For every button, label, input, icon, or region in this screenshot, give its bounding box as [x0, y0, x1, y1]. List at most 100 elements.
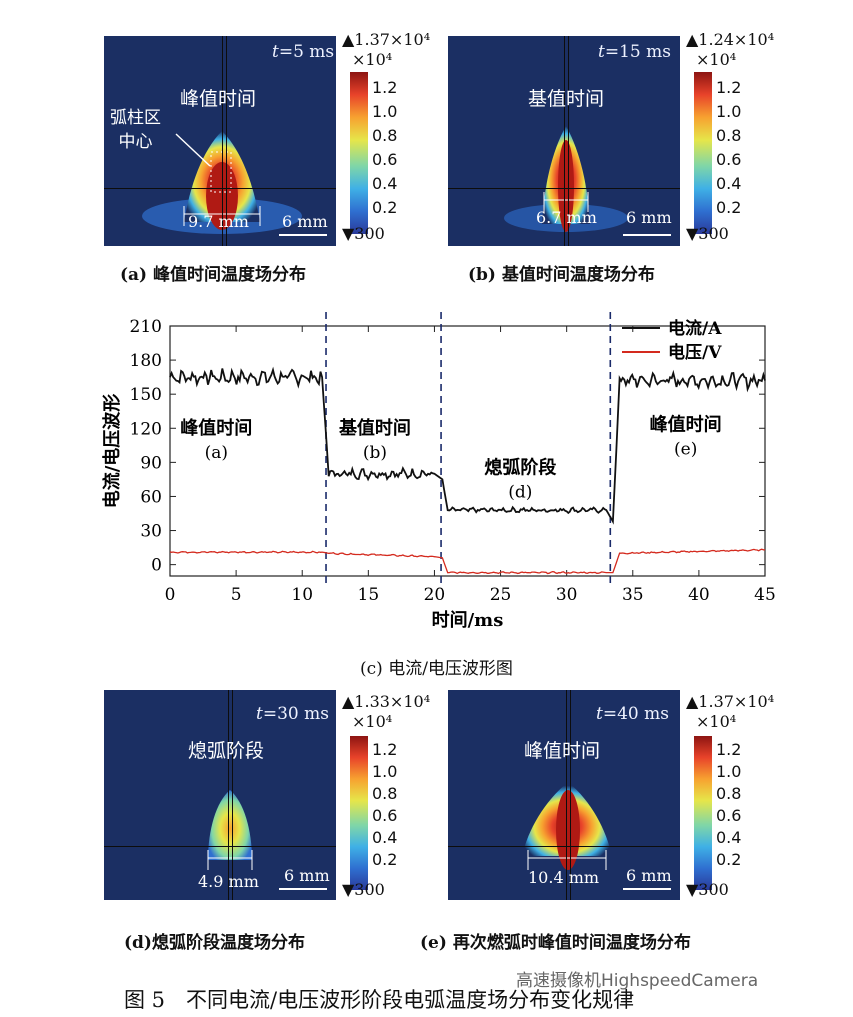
- colorbar-exponent: ×10⁴: [696, 50, 737, 69]
- phase-annotation-letter: (a): [205, 443, 228, 463]
- y-tick-label: 180: [130, 351, 162, 371]
- phase-annotation-letter: (e): [674, 440, 697, 460]
- arc-plume-d: [207, 790, 253, 870]
- scale-bar-label: 6 mm: [626, 208, 672, 227]
- scale-bar-label: 6 mm: [282, 212, 328, 231]
- colorbar-tick: 0.2: [372, 850, 398, 869]
- time-label: t=15 ms: [598, 42, 671, 62]
- y-tick-label: 0: [151, 556, 162, 576]
- phase-label: 峰值时间: [524, 740, 601, 762]
- legend-label: 电压/V: [668, 342, 722, 363]
- colorbar-tick: 0.6: [716, 150, 742, 169]
- colorbar-tick: 0.4: [372, 174, 398, 193]
- colorbar: [350, 72, 368, 234]
- time-label: t=40 ms: [596, 704, 669, 724]
- phase-annotation: 峰值时间: [650, 414, 722, 436]
- x-tick-label: 35: [622, 585, 644, 605]
- colorbar-exponent: ×10⁴: [352, 50, 393, 69]
- figure-caption: 图 5 不同电流/电压波形阶段电弧温度场分布变化规律: [124, 988, 635, 1012]
- colorbar-tick: 1.2: [372, 740, 398, 759]
- phase-annotation-letter: (b): [363, 443, 387, 463]
- caption-b: (b) 基值时间温度场分布: [468, 265, 655, 285]
- colorbar-tick: 0.4: [372, 828, 398, 847]
- y-tick-label: 150: [130, 385, 162, 405]
- y-tick-label: 210: [130, 317, 162, 337]
- plot-frame: [169, 325, 766, 577]
- x-tick-label: 5: [231, 585, 242, 605]
- colorbar-tick: 0.2: [716, 198, 742, 217]
- colorbar-min: ▼300: [686, 224, 729, 243]
- colorbar-tick: 0.4: [716, 174, 742, 193]
- colorbar-tick: 0.6: [372, 150, 398, 169]
- x-tick-label: 10: [291, 585, 313, 605]
- colorbar-min: ▼300: [342, 224, 385, 243]
- colorbar-tick: 1.2: [372, 78, 398, 97]
- caption-a: (a) 峰值时间温度场分布: [120, 265, 307, 285]
- phase-annotation: 峰值时间: [180, 417, 252, 439]
- width-dimension: 9.7 mm: [188, 212, 249, 231]
- colorbar-max: ▲1.24×10⁴: [686, 30, 775, 49]
- x-tick-label: 40: [688, 585, 710, 605]
- caption-e: (e) 再次燃弧时峰值时间温度场分布: [420, 933, 691, 953]
- phase-annotation-letter: (d): [508, 483, 532, 503]
- x-tick-label: 45: [754, 585, 776, 605]
- colorbar: [694, 736, 712, 890]
- colorbar-exponent: ×10⁴: [696, 712, 737, 731]
- width-dimension: 6.7 mm: [536, 208, 597, 227]
- colorbar-tick: 0.6: [372, 806, 398, 825]
- y-tick-label: 30: [140, 522, 162, 542]
- colorbar-tick: 1.0: [372, 102, 398, 121]
- colorbar-tick: 1.2: [716, 740, 742, 759]
- width-dimension: 4.9 mm: [198, 872, 259, 891]
- colorbar-tick: 0.8: [372, 126, 398, 145]
- phase-label: 峰值时间: [180, 88, 257, 110]
- width-dimension: 10.4 mm: [528, 868, 600, 887]
- phase-annotation: 基值时间: [338, 417, 411, 439]
- temperature-field-b: t=15 ms 基值时间 6.7 mm 6 mm: [448, 36, 680, 246]
- colorbar-tick: 0.2: [716, 850, 742, 869]
- scale-bar: [279, 234, 327, 236]
- arc-plume-b: [504, 126, 628, 232]
- colorbar-tick: 0.2: [372, 198, 398, 217]
- phase-label: 基值时间: [528, 88, 605, 110]
- scale-bar: [623, 888, 671, 890]
- scale-bar-label: 6 mm: [626, 866, 672, 885]
- caption-d: (d)熄弧阶段温度场分布: [124, 933, 305, 953]
- series-line-voltage: [169, 548, 766, 575]
- colorbar-tick: 0.6: [716, 806, 742, 825]
- colorbar: [694, 72, 712, 234]
- y-tick-label: 60: [140, 487, 162, 507]
- x-axis-label: 时间/ms: [432, 610, 504, 631]
- panel-a: t=5 ms 峰值时间 弧柱区 中心 9.7 mm 6 mm ▲1.37×10⁴…: [104, 30, 454, 246]
- colorbar: [350, 736, 368, 890]
- scale-bar-label: 6 mm: [284, 866, 330, 885]
- colorbar-tick: 0.4: [716, 828, 742, 847]
- scale-bar: [623, 234, 671, 236]
- y-tick-label: 120: [130, 419, 162, 439]
- scale-bar: [279, 888, 327, 890]
- temperature-field-e: t=40 ms 峰值时间 10.4 mm 6 mm: [448, 690, 680, 900]
- caption-c: (c) 电流/电压波形图: [360, 659, 513, 679]
- watermark: 高速摄像机HighspeedCamera: [516, 971, 759, 991]
- horizontal-axis-line: [104, 188, 336, 189]
- x-tick-label: 25: [490, 585, 512, 605]
- series-line-current: [169, 366, 766, 525]
- y-axis-label: 电流/电压波形: [101, 394, 123, 509]
- colorbar-tick: 0.8: [372, 784, 398, 803]
- colorbar-max: ▲1.37×10⁴: [342, 30, 431, 49]
- colorbar-max: ▲1.37×10⁴: [686, 692, 775, 711]
- time-label: t=5 ms: [272, 42, 335, 62]
- time-label: t=30 ms: [256, 704, 329, 724]
- colorbar-min: ▼300: [342, 880, 385, 899]
- arc-plume-e: [522, 782, 612, 870]
- colorbar-tick: 1.0: [716, 102, 742, 121]
- panel-b: t=15 ms 基值时间 6.7 mm 6 mm ▲1.24×10⁴ ×10⁴ …: [448, 30, 798, 246]
- vertical-axis-line: [222, 36, 223, 246]
- colorbar-tick: 1.0: [372, 762, 398, 781]
- x-tick-label: 30: [556, 585, 578, 605]
- x-tick-label: 15: [358, 585, 380, 605]
- vertical-axis-line: [226, 36, 227, 246]
- colorbar-tick: 0.8: [716, 784, 742, 803]
- phase-annotation: 熄弧阶段: [484, 457, 557, 479]
- x-tick-label: 20: [424, 585, 446, 605]
